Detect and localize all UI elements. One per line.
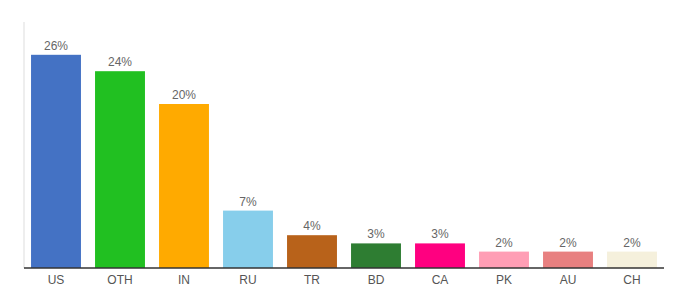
bar xyxy=(543,252,593,268)
data-label: 24% xyxy=(108,55,132,69)
bar xyxy=(287,235,337,268)
bars xyxy=(31,55,657,268)
chart-svg: US OTH IN RU TR BD CA PK AU CH 26% 24% 20% 7% 4% 3% 3% 2%… xyxy=(0,0,680,300)
data-label: 3% xyxy=(367,227,385,241)
x-axis-line xyxy=(24,267,664,269)
bar xyxy=(31,55,81,268)
bar xyxy=(223,211,273,268)
x-tick-label: AU xyxy=(560,273,577,287)
bar xyxy=(351,243,401,268)
x-tick-label: CA xyxy=(432,273,449,287)
y-axis-line xyxy=(24,22,25,268)
data-label: 26% xyxy=(44,39,68,53)
x-tick-labels: US OTH IN RU TR BD CA PK AU CH xyxy=(48,273,641,287)
x-tick-label: CH xyxy=(623,273,640,287)
bar xyxy=(415,243,465,268)
bar xyxy=(95,71,145,268)
x-tick-label: IN xyxy=(178,273,190,287)
x-tick-label: BD xyxy=(368,273,385,287)
x-tick-label: PK xyxy=(496,273,512,287)
data-label: 4% xyxy=(303,219,321,233)
bar xyxy=(479,252,529,268)
bar xyxy=(159,104,209,268)
data-label: 3% xyxy=(431,227,449,241)
x-tick-label: RU xyxy=(239,273,256,287)
x-tick-label: OTH xyxy=(107,273,132,287)
x-tick-label: US xyxy=(48,273,65,287)
data-label: 2% xyxy=(495,236,513,250)
x-tick-label: TR xyxy=(304,273,320,287)
chart-container: US OTH IN RU TR BD CA PK AU CH 26% 24% 20% 7% 4% 3% 3% 2%… xyxy=(0,0,680,300)
data-labels: 26% 24% 20% 7% 4% 3% 3% 2% 2% 2% xyxy=(44,39,641,250)
bar xyxy=(607,252,657,268)
data-label: 2% xyxy=(559,236,577,250)
data-label: 2% xyxy=(623,236,641,250)
data-label: 20% xyxy=(172,88,196,102)
data-label: 7% xyxy=(239,195,257,209)
